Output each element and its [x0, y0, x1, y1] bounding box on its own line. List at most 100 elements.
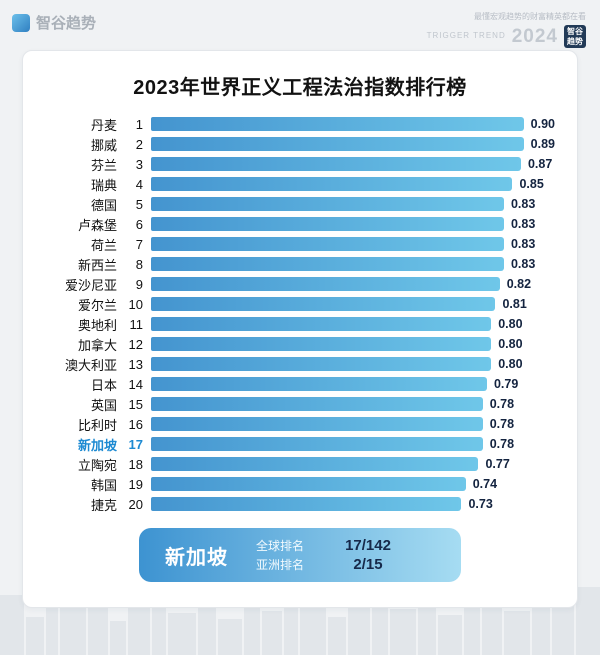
singapore-callout: 新加坡 全球排名 17/142 亚洲排名 2/15	[139, 528, 461, 582]
rank-label: 1	[135, 116, 143, 132]
rank-label: 9	[135, 276, 143, 292]
rank-label: 10	[128, 296, 143, 312]
value-bar	[151, 377, 487, 391]
value-bar	[151, 317, 492, 331]
bar-row: 加拿大 12 0.80	[45, 334, 555, 354]
value-bar	[151, 137, 524, 151]
country-label: 比利时	[77, 417, 117, 433]
brand-logo: 智谷趋势	[12, 12, 96, 33]
bar-track: 0.83	[151, 237, 555, 251]
value-label: 0.83	[510, 237, 536, 251]
value-label: 0.85	[519, 177, 544, 191]
value-bar	[151, 337, 492, 351]
value-label: 0.83	[510, 257, 536, 271]
rank-label: 11	[129, 316, 144, 332]
value-label: 0.87	[527, 157, 553, 171]
rank-label: 14	[128, 376, 143, 392]
value-label: 0.77	[485, 457, 510, 471]
bar-track: 0.83	[151, 217, 555, 231]
bar-row: 奥地利 11 0.80	[45, 314, 555, 334]
country-label: 加拿大	[77, 337, 117, 353]
chart-title: 2023年世界正义工程法治指数排行榜	[133, 77, 467, 99]
value-label: 0.78	[489, 437, 515, 451]
bar-track: 0.89	[151, 137, 555, 151]
value-bar	[151, 417, 483, 431]
rank-label: 5	[135, 196, 143, 212]
rank-label: 20	[128, 496, 143, 512]
value-label: 0.82	[506, 277, 532, 291]
bar-row: 新西兰 8 0.83	[45, 254, 555, 274]
value-bar	[151, 157, 521, 171]
bar-track: 0.78	[151, 437, 555, 451]
bar-track: 0.80	[151, 337, 555, 351]
value-label: 0.89	[530, 137, 555, 151]
value-bar	[151, 457, 479, 471]
bar-track: 0.78	[151, 417, 555, 431]
value-label: 0.80	[498, 357, 523, 371]
country-label: 立陶宛	[77, 457, 117, 473]
value-label: 0.80	[498, 337, 523, 351]
watermark-year: 2024	[511, 25, 558, 47]
value-label: 0.83	[510, 217, 536, 231]
bar-row: 瑞典 4 0.85	[45, 174, 555, 194]
country-label: 新加坡	[77, 437, 117, 453]
value-bar	[151, 257, 504, 271]
value-bar	[151, 117, 524, 131]
bar-row: 澳大利亚 13 0.80	[45, 354, 555, 374]
bar-row: 丹麦 1 0.90	[45, 114, 555, 134]
value-bar	[151, 397, 483, 411]
value-bar	[151, 497, 462, 511]
bar-row: 新加坡 17 0.78	[45, 434, 555, 454]
value-label: 0.90	[530, 117, 555, 131]
country-label: 捷克	[90, 497, 117, 513]
value-bar	[151, 437, 483, 451]
rank-label: 16	[128, 416, 143, 432]
value-bar	[151, 217, 504, 231]
brand-icon	[12, 13, 30, 32]
bar-row: 捷克 20 0.73	[45, 494, 555, 514]
asia-rank-label: 亚洲排名	[256, 558, 305, 572]
value-label: 0.74	[472, 477, 498, 491]
rank-label: 3	[135, 156, 143, 172]
value-bar	[151, 477, 466, 491]
bar-track: 0.73	[151, 497, 555, 511]
value-bar	[151, 297, 496, 311]
country-label: 丹麦	[90, 117, 117, 133]
bar-row: 荷兰 7 0.83	[45, 234, 555, 254]
bar-row: 芬兰 3 0.87	[45, 154, 555, 174]
brand-name: 智谷趋势	[36, 15, 97, 32]
value-bar	[151, 237, 504, 251]
bar-row: 卢森堡 6 0.83	[45, 214, 555, 234]
bar-row: 立陶宛 18 0.77	[45, 454, 555, 474]
bar-row: 比利时 16 0.78	[45, 414, 555, 434]
value-label: 0.83	[510, 197, 536, 211]
bar-rows: 丹麦 1 0.90 挪威 2 0.89 芬兰 3 0.87 瑞典 4 0.85 德国 5 0.83 卢森堡 6 0…	[45, 114, 555, 514]
bar-track: 0.83	[151, 257, 555, 271]
country-label: 爱沙尼亚	[64, 277, 117, 293]
rank-label: 18	[128, 456, 143, 472]
country-label: 韩国	[90, 477, 117, 493]
bar-track: 0.79	[151, 377, 555, 391]
value-label: 0.78	[489, 417, 515, 431]
rank-label: 15	[128, 396, 143, 412]
value-bar	[151, 357, 492, 371]
bar-row: 韩国 19 0.74	[45, 474, 555, 494]
country-label: 荷兰	[90, 237, 117, 253]
bar-track: 0.82	[151, 277, 555, 291]
bar-row: 爱沙尼亚 9 0.82	[45, 274, 555, 294]
bar-track: 0.78	[151, 397, 555, 411]
page-header: 智谷趋势 最懂宏观趋势的财富精英都在看 TRIGGER TREND 2024 智…	[0, 0, 600, 50]
watermark-block: 最懂宏观趋势的财富精英都在看 TRIGGER TREND 2024 智谷趋势	[427, 12, 586, 49]
callout-ranks: 全球排名 17/142 亚洲排名 2/15	[256, 537, 418, 573]
bar-row: 英国 15 0.78	[45, 394, 555, 414]
chart-card: 2023年世界正义工程法治指数排行榜 丹麦 1 0.90 挪威 2 0.89 芬兰 3 0.87…	[22, 50, 578, 608]
watermark-trend-text: TRIGGER TREND	[426, 31, 506, 41]
bar-track: 0.90	[151, 117, 555, 131]
country-label: 德国	[90, 197, 117, 213]
bar-track: 0.81	[151, 297, 555, 311]
bar-row: 爱尔兰 10 0.81	[45, 294, 555, 314]
country-label: 卢森堡	[77, 217, 117, 233]
rank-label: 12	[128, 336, 143, 352]
bar-track: 0.87	[151, 157, 555, 171]
rank-label: 19	[128, 476, 143, 492]
